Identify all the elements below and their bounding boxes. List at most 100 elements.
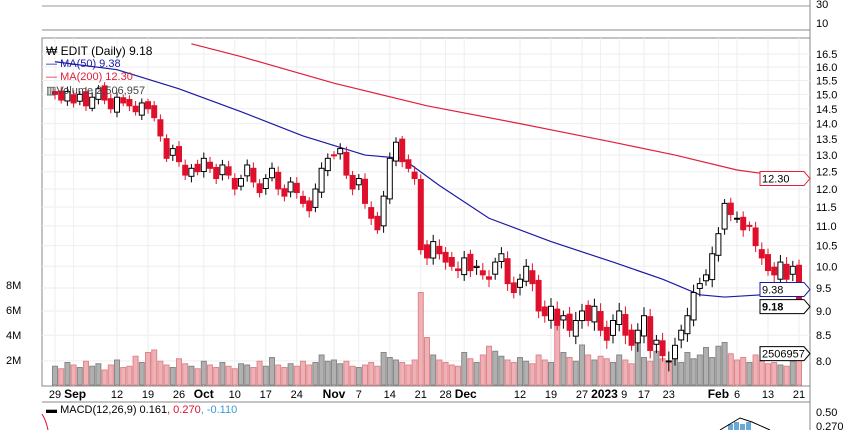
macd-tick-label: 0.50 bbox=[816, 407, 837, 419]
candle-body bbox=[262, 178, 269, 190]
volume-bar bbox=[752, 354, 759, 386]
volume-tick-label: 4M bbox=[6, 330, 21, 342]
y-tick-label: 14.0 bbox=[816, 119, 837, 131]
x-tick-label: Feb bbox=[708, 387, 729, 401]
y-tick-label: 8.5 bbox=[816, 330, 831, 342]
candle-body bbox=[331, 154, 337, 157]
x-tick-label: 2023 bbox=[591, 387, 618, 401]
volume-tick-label: 8M bbox=[6, 280, 21, 292]
candle-body bbox=[777, 261, 784, 280]
volume-bar bbox=[355, 367, 362, 386]
volume-bar bbox=[486, 345, 492, 386]
candle-body bbox=[647, 316, 654, 351]
volume-bar bbox=[52, 365, 58, 386]
candle-body bbox=[318, 167, 325, 193]
volume-bar bbox=[213, 367, 220, 386]
candle-body bbox=[541, 306, 548, 317]
legend-macd: ▬ MACD(12,26,9) 0.161, 0.270, -0.110 bbox=[46, 404, 238, 416]
top-tick-label: 30 bbox=[816, 0, 828, 11]
candle-body bbox=[442, 251, 449, 263]
volume-bar bbox=[690, 358, 697, 386]
volume-bar bbox=[324, 360, 331, 386]
volume-bar bbox=[622, 359, 629, 386]
y-tick-label: 11.0 bbox=[816, 221, 837, 233]
volume-bar bbox=[721, 342, 728, 386]
volume-bar bbox=[256, 360, 263, 386]
legend-ma50: — MA(50) 9.38 bbox=[46, 58, 121, 70]
y-tick-label: 16.5 bbox=[816, 49, 837, 61]
candle-body bbox=[616, 310, 623, 326]
volume-bar bbox=[275, 364, 282, 386]
x-tick-label: 10 bbox=[229, 389, 241, 401]
candle-body bbox=[715, 233, 722, 256]
volume-bar bbox=[281, 367, 288, 386]
candle-body bbox=[107, 98, 114, 110]
candle-body bbox=[362, 178, 368, 204]
volume-last-label-box bbox=[759, 346, 811, 362]
candle-body bbox=[461, 257, 468, 276]
candle-body bbox=[417, 178, 424, 251]
candle-body bbox=[467, 253, 474, 272]
candle-body bbox=[355, 178, 362, 186]
volume-bar bbox=[107, 364, 114, 386]
candle-body bbox=[703, 274, 709, 282]
volume-bar bbox=[579, 344, 585, 386]
candle-body bbox=[641, 315, 647, 337]
volume-bar bbox=[386, 357, 393, 386]
volume-bar bbox=[641, 357, 647, 386]
candle-body bbox=[287, 181, 294, 193]
legend-volume: ▥Volume 2,506,957 bbox=[46, 85, 146, 97]
volume-bar bbox=[709, 357, 716, 386]
volume-bar bbox=[250, 367, 257, 386]
volume-bar bbox=[430, 354, 437, 386]
volume-bar bbox=[163, 364, 170, 386]
volume-bar bbox=[151, 349, 158, 386]
y-tick-label: 9.0 bbox=[816, 306, 831, 318]
candle-body bbox=[579, 310, 585, 322]
volume-bar bbox=[176, 358, 182, 386]
candle-body bbox=[622, 314, 629, 336]
candle-body bbox=[393, 141, 399, 162]
candle-body bbox=[486, 276, 492, 280]
candle-body bbox=[120, 97, 127, 104]
volume-bar bbox=[734, 359, 740, 386]
volume-bar bbox=[380, 352, 387, 386]
candle-body bbox=[219, 164, 226, 176]
candle-body bbox=[597, 311, 604, 331]
candle-body bbox=[52, 91, 58, 95]
volume-bar bbox=[436, 359, 443, 386]
candle-body bbox=[696, 283, 703, 289]
volume-bar bbox=[504, 359, 511, 386]
candle-body bbox=[114, 96, 120, 113]
ma50-last-label-box bbox=[759, 281, 811, 297]
candle-body bbox=[535, 279, 542, 312]
y-tick-label: 8.0 bbox=[816, 356, 831, 368]
candle-body bbox=[213, 166, 220, 180]
volume-bar bbox=[399, 362, 406, 386]
volume-bar bbox=[703, 347, 709, 386]
volume-bar bbox=[560, 352, 567, 386]
candle-body bbox=[374, 215, 381, 231]
x-tick-label: 26 bbox=[173, 389, 185, 401]
volume-bar bbox=[628, 363, 635, 386]
volume-bar bbox=[591, 359, 598, 386]
candle-body bbox=[665, 360, 672, 363]
macd-hist-bar bbox=[740, 424, 745, 430]
volume-bar bbox=[337, 363, 344, 386]
volume-bar bbox=[225, 365, 232, 386]
candle-body bbox=[386, 157, 393, 200]
candle-body bbox=[250, 167, 257, 183]
candle-body bbox=[560, 315, 567, 321]
candle-body bbox=[176, 146, 182, 163]
candle-body bbox=[610, 320, 616, 336]
candle-body bbox=[529, 270, 536, 285]
volume-bar bbox=[182, 363, 189, 386]
top-tick-label: 10 bbox=[816, 18, 828, 30]
volume-bar bbox=[145, 352, 151, 386]
candle-body bbox=[238, 178, 244, 187]
volume-bar bbox=[473, 362, 480, 386]
candle-body bbox=[399, 138, 406, 163]
y-tick-label: 14.5 bbox=[816, 104, 837, 116]
candle-body bbox=[188, 167, 195, 177]
